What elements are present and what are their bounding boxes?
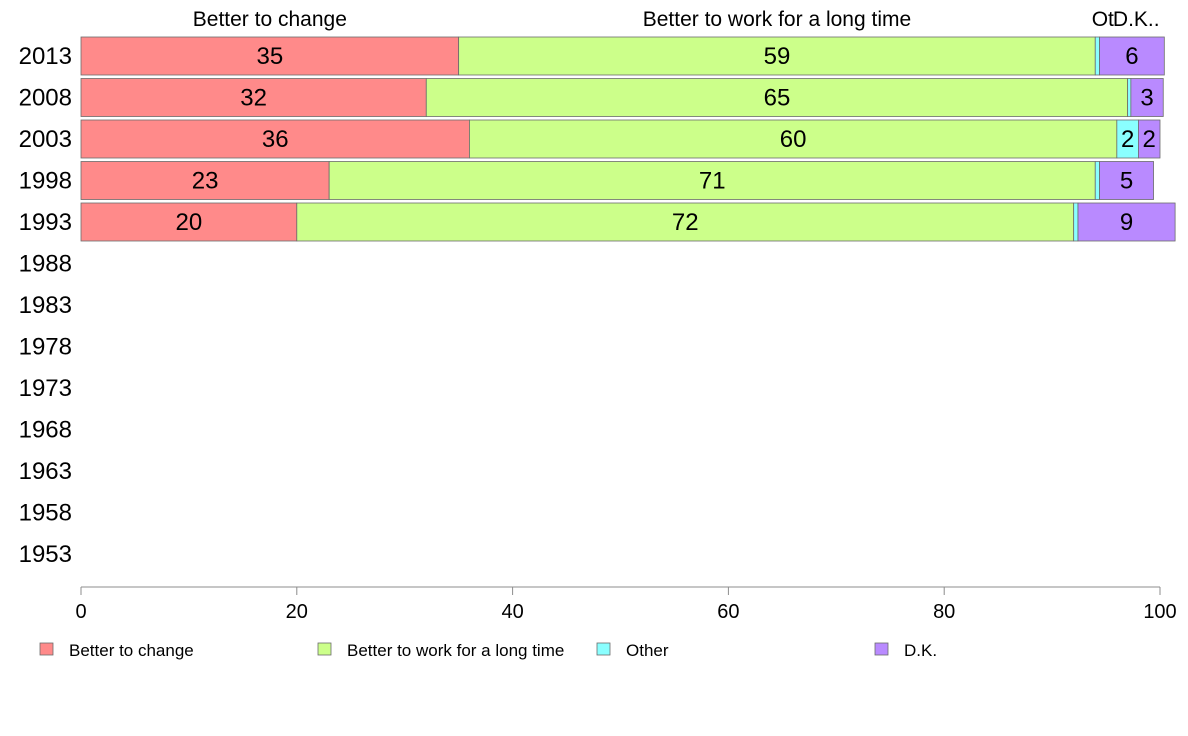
top-labels: Better to change Better to work for a lon… [193,8,1160,31]
bar-segment [296,202,1075,242]
y-tick-label: 1968 [19,417,72,444]
x-tick-label: 80 [933,601,955,623]
y-tick-label: 1978 [19,334,72,361]
y-tick-label: 1993 [19,209,72,236]
bar-segment [80,202,298,242]
bar-segment [80,36,460,76]
bar-segment [458,36,1096,76]
bar-segment [1094,161,1100,200]
bar-segment [328,161,1096,200]
y-tick-label: 2008 [19,85,72,112]
x-tick-label: 100 [1143,601,1176,623]
data-labels: 35 59 6 32 65 3 36 60 2 2 23 71 5 20 72 9 [176,43,1156,236]
bar-segment [1094,36,1100,76]
x-tick-label: 0 [75,601,86,623]
data-label: 65 [764,85,791,112]
top-label: Better to change [193,8,347,31]
bar-segment [1099,161,1154,200]
top-label: Better to work for a long time [643,8,911,31]
data-label: 23 [192,168,219,195]
y-tick-label: 1953 [19,541,72,568]
x-tick-label: 40 [501,601,523,623]
y-axis-labels: 2013 2008 2003 1998 1993 1988 1983 1978 1973 1968… [19,43,72,568]
bars [80,36,1176,242]
data-label: 5 [1120,168,1133,195]
data-label: 60 [780,126,807,153]
data-label: 71 [699,168,726,195]
x-axis: 0 20 40 60 80 100 [75,586,1177,623]
bar-segment [1127,78,1132,117]
bar-segment [80,161,330,200]
x-tick-label: 60 [717,601,739,623]
y-tick-label: 1963 [19,458,72,485]
legend-swatch [596,642,611,656]
data-label: 35 [256,43,283,70]
y-tick-label: 1998 [19,168,72,195]
data-label: 36 [262,126,289,153]
bar-segment [1138,119,1161,159]
bar-segment [80,119,470,159]
top-label: Ot [1092,8,1114,31]
data-label: 3 [1140,85,1153,112]
top-label: D.K.. [1113,8,1160,31]
legend-swatch [39,642,54,656]
y-tick-label: 2003 [19,126,72,153]
data-label: 72 [672,209,699,236]
y-tick-label: 1988 [19,251,72,278]
bar-segment [1099,36,1165,76]
x-tick-label: 20 [286,601,308,623]
bar-segment [1073,202,1079,242]
data-label: 2 [1143,126,1156,153]
data-label: 6 [1125,43,1138,70]
y-tick-label: 1983 [19,292,72,319]
y-tick-label: 2013 [19,43,72,70]
legend-swatch [317,642,332,656]
y-tick-label: 1973 [19,375,72,402]
legend: Better to change Better to work for a lon… [39,641,937,660]
bar-segment [425,78,1129,117]
data-label: 2 [1121,126,1134,153]
bar-segment [1130,78,1164,117]
data-label: 32 [240,85,267,112]
bar-segment [469,119,1118,159]
legend-label: D.K. [904,641,937,660]
bar-segment [80,78,427,117]
y-tick-label: 1958 [19,500,72,527]
data-label: 9 [1120,209,1133,236]
legend-label: Other [626,641,669,660]
legend-swatch [874,642,889,656]
legend-label: Better to work for a long time [347,641,564,660]
bar-segment [1077,202,1176,242]
legend-label: Better to change [69,641,194,660]
data-label: 20 [176,209,203,236]
data-label: 59 [764,43,791,70]
